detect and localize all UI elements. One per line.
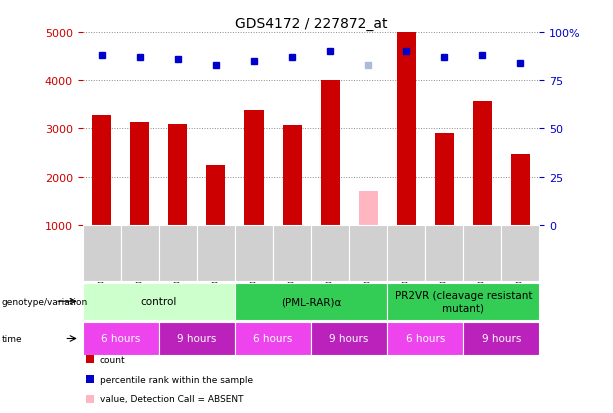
Text: time: time [1,334,22,343]
Text: GSM538610: GSM538610 [97,228,106,283]
Bar [511,154,530,225]
Bar [397,33,416,225]
Bar [359,192,378,225]
Text: GSM538612: GSM538612 [402,228,411,282]
Text: GSM538608: GSM538608 [326,228,335,283]
Text: control: control [140,297,177,306]
Text: GSM538609: GSM538609 [478,228,487,283]
Bar [283,125,302,225]
Bar [131,123,150,225]
Text: GSM538607: GSM538607 [173,228,183,283]
Text: GSM538611: GSM538611 [249,228,259,283]
Text: GSM538618: GSM538618 [516,228,525,283]
Text: 6 hours: 6 hours [253,334,293,344]
Text: GSM538613: GSM538613 [135,228,144,283]
Text: 6 hours: 6 hours [101,334,140,344]
Text: 9 hours: 9 hours [177,334,216,344]
Bar [473,102,492,225]
Text: value, Detection Call = ABSENT: value, Detection Call = ABSENT [100,394,243,404]
Bar [93,116,112,225]
Text: PR2VR (cleavage resistant
mutant): PR2VR (cleavage resistant mutant) [395,291,532,312]
Text: 9 hours: 9 hours [482,334,521,344]
Text: percentile rank within the sample: percentile rank within the sample [100,375,253,384]
Bar [435,134,454,225]
Text: genotype/variation: genotype/variation [1,297,88,306]
Title: GDS4172 / 227872_at: GDS4172 / 227872_at [235,17,387,31]
Bar [245,111,264,225]
Text: GSM538614: GSM538614 [287,228,297,282]
Text: GSM538616: GSM538616 [211,228,221,283]
Text: 9 hours: 9 hours [329,334,369,344]
Text: (PML-RAR)α: (PML-RAR)α [281,297,341,306]
Text: 6 hours: 6 hours [406,334,445,344]
Text: GSM538615: GSM538615 [440,228,449,283]
Text: GSM538617: GSM538617 [364,228,373,283]
Text: count: count [100,355,126,364]
Bar [321,81,340,225]
Bar [207,166,226,225]
Bar [169,124,188,225]
